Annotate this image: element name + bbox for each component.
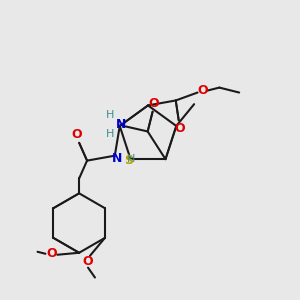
Text: O: O <box>72 128 83 141</box>
Text: H: H <box>106 129 114 140</box>
Text: N: N <box>112 152 122 165</box>
Text: H: H <box>106 110 114 120</box>
Text: H: H <box>127 154 135 164</box>
Text: N: N <box>116 118 126 131</box>
Text: O: O <box>83 255 93 268</box>
Text: O: O <box>174 122 185 135</box>
Text: O: O <box>197 84 208 97</box>
Text: S: S <box>124 154 133 167</box>
Text: O: O <box>148 97 159 110</box>
Text: O: O <box>46 247 57 260</box>
